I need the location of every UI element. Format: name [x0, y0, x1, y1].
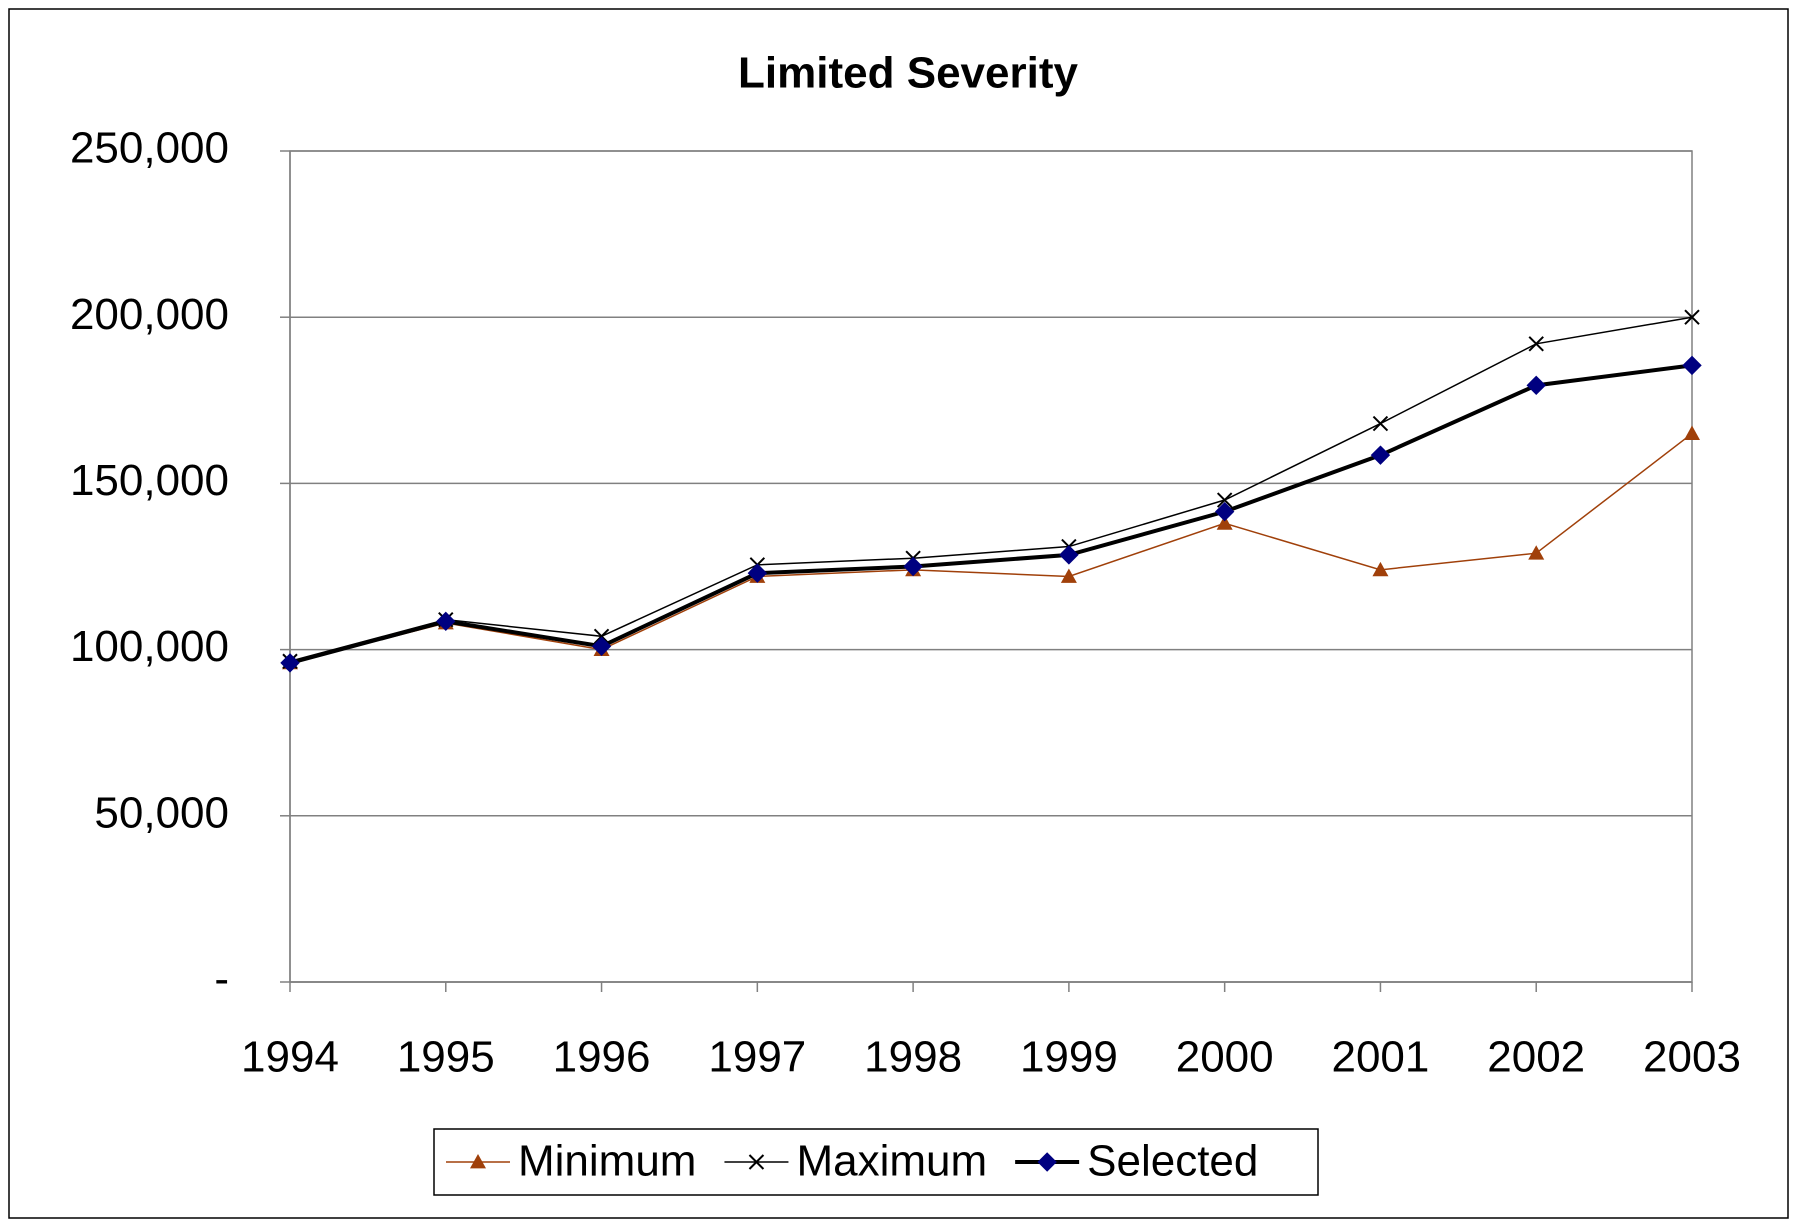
- marker: [1526, 375, 1546, 396]
- marker: [1216, 492, 1233, 508]
- marker: [593, 628, 610, 645]
- x-tick-label: 2003: [1643, 1033, 1741, 1082]
- marker: [280, 653, 300, 673]
- y-tick-label: 100,000: [70, 622, 229, 671]
- chart-border: [8, 8, 1789, 1219]
- marker: [1372, 561, 1389, 577]
- x-tick-label: 1994: [241, 1033, 339, 1082]
- y-tick-label: 200,000: [70, 290, 229, 339]
- x-tick-label: 2001: [1331, 1033, 1429, 1082]
- y-tick-label: 250,000: [70, 124, 229, 173]
- marker: [1528, 336, 1544, 352]
- legend-label: Selected: [1087, 1137, 1258, 1186]
- marker: [436, 611, 456, 632]
- x-tick-label: 1997: [708, 1033, 806, 1082]
- legend-label: Minimum: [518, 1137, 696, 1186]
- x-tick-label: 1998: [864, 1033, 962, 1082]
- y-tick-label: -: [214, 955, 229, 1004]
- legend-label: Maximum: [796, 1137, 987, 1186]
- marker: [1214, 501, 1235, 522]
- legend: Minimum Maximum Selected: [433, 1128, 1319, 1196]
- marker: [591, 636, 612, 656]
- marker: [1372, 415, 1389, 432]
- x-tick-label: 1999: [1020, 1033, 1118, 1082]
- marker: [1684, 425, 1700, 440]
- marker: [1370, 445, 1391, 465]
- series-line: [289, 432, 1693, 664]
- legend-box: [433, 1128, 1319, 1196]
- y-tick-label: 50,000: [94, 788, 229, 837]
- chart-title: Limited Severity: [738, 49, 1078, 98]
- x-tick-label: 1996: [553, 1033, 651, 1082]
- x-tick-label: 2000: [1176, 1033, 1274, 1082]
- marker: [1037, 1152, 1057, 1172]
- x-tick-label: 1995: [397, 1033, 495, 1082]
- marker: [1528, 545, 1545, 560]
- marker: [747, 563, 768, 583]
- series-line: [289, 363, 1693, 665]
- marker: [1216, 515, 1233, 530]
- marker: [748, 1154, 765, 1170]
- y-tick-label: 150,000: [70, 456, 229, 505]
- marker: [1682, 355, 1702, 376]
- series-line: [289, 316, 1693, 662]
- marker: [1684, 309, 1700, 325]
- marker: [1060, 568, 1077, 583]
- marker: [903, 556, 923, 577]
- marker: [470, 1154, 486, 1169]
- marker: [1059, 545, 1079, 565]
- x-tick-label: 2002: [1487, 1033, 1585, 1082]
